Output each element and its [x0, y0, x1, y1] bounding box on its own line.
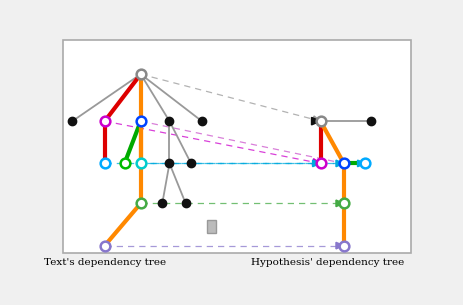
- Polygon shape: [312, 116, 320, 123]
- Polygon shape: [312, 160, 320, 167]
- Polygon shape: [311, 117, 320, 125]
- Polygon shape: [335, 200, 343, 206]
- Text: Text's dependency tree: Text's dependency tree: [44, 258, 165, 267]
- Polygon shape: [335, 242, 343, 249]
- Polygon shape: [357, 160, 365, 167]
- Polygon shape: [312, 159, 320, 165]
- Polygon shape: [335, 160, 343, 167]
- FancyBboxPatch shape: [63, 40, 411, 253]
- Bar: [207, 220, 216, 233]
- Text: Hypothesis' dependency tree: Hypothesis' dependency tree: [250, 258, 403, 267]
